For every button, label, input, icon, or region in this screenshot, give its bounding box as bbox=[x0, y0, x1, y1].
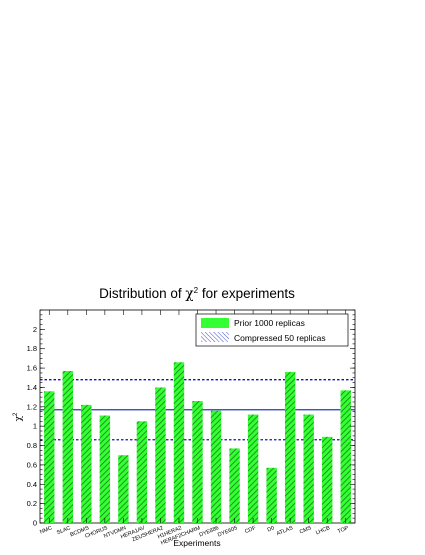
x-axis-label: Experiments bbox=[173, 538, 220, 548]
bar-heraf2charm bbox=[192, 401, 203, 523]
x-tick-label: ATLAS bbox=[276, 525, 294, 537]
bar-top bbox=[340, 390, 351, 523]
x-tick-label: TOP bbox=[337, 525, 350, 535]
x-tick-label: LHCB bbox=[315, 525, 331, 536]
x-tick-label: DYE886 bbox=[199, 525, 220, 538]
bar-ntvdmn bbox=[118, 455, 129, 523]
y-tick-label: 1.8 bbox=[27, 344, 37, 353]
y-tick-label: 1.6 bbox=[27, 364, 37, 373]
y-tick-label: 0.8 bbox=[27, 441, 37, 450]
y-tick-label: 0.6 bbox=[27, 460, 37, 469]
legend-swatch-compressed bbox=[201, 332, 229, 342]
bar-nmc bbox=[44, 391, 55, 523]
x-tick-label: CDF bbox=[244, 525, 257, 535]
y-tick-label: 1.2 bbox=[27, 402, 37, 411]
legend-swatch-prior bbox=[201, 318, 229, 328]
bar-d0 bbox=[266, 467, 277, 523]
bar-slac bbox=[62, 371, 73, 523]
bar-atlas bbox=[284, 371, 296, 523]
x-tick-label: CMS bbox=[299, 525, 313, 535]
bar-bcdms bbox=[81, 404, 92, 523]
legend: Prior 1000 replicas Compressed 50 replic… bbox=[195, 313, 349, 347]
y-tick-label: 2 bbox=[33, 325, 37, 334]
x-tick-label: DYE605 bbox=[217, 525, 238, 538]
y-tick-label: 0 bbox=[33, 519, 37, 528]
bars bbox=[44, 362, 351, 523]
legend-label-compressed: Compressed 50 replicas bbox=[234, 333, 326, 343]
x-tick-label: SLAC bbox=[56, 525, 72, 536]
bar-hera1av bbox=[136, 421, 148, 523]
bar-chorus bbox=[99, 415, 111, 523]
chart-title: Distribution of χ2 for experiments bbox=[99, 286, 295, 302]
y-tick-label: 1 bbox=[33, 422, 37, 431]
y-tick-label: 0.4 bbox=[27, 480, 37, 489]
bar-dye886 bbox=[210, 410, 222, 523]
x-tick-label: NMC bbox=[39, 525, 53, 535]
bar-cms bbox=[303, 414, 314, 523]
y-tick-label: 1.4 bbox=[27, 383, 37, 392]
bar-lhcb bbox=[322, 436, 333, 523]
y-axis: 0 0.2 0.4 0.6 0.8 1 1.2 1.4 1.6 1.8 2 bbox=[27, 309, 355, 528]
bar-zeushera2 bbox=[155, 387, 166, 523]
x-tick-label: D0 bbox=[267, 525, 276, 533]
legend-label-prior: Prior 1000 replicas bbox=[234, 318, 305, 328]
bar-dye605 bbox=[229, 448, 240, 523]
bar-cdf bbox=[247, 414, 259, 523]
bar-h1hera2 bbox=[173, 362, 185, 523]
y-axis-label: χ2 bbox=[13, 412, 24, 421]
y-tick-label: 0.2 bbox=[27, 499, 37, 508]
